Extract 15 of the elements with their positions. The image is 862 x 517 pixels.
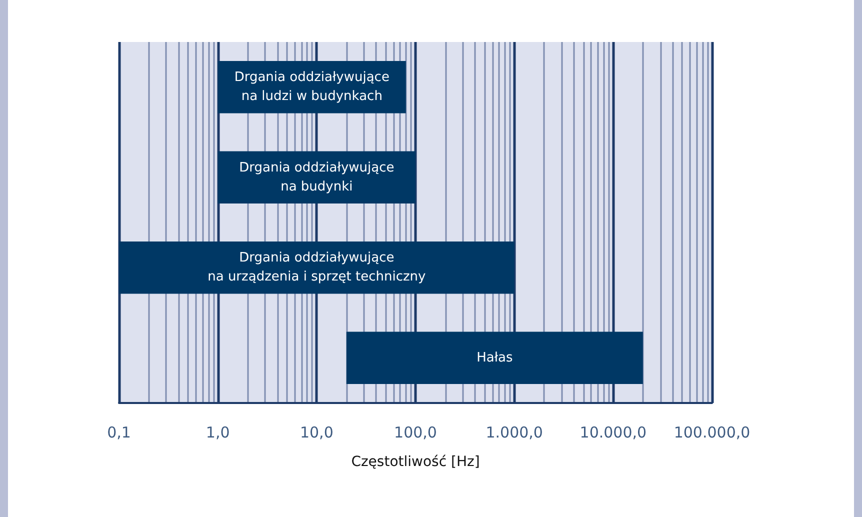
x-tick-label: 100,0	[394, 424, 437, 442]
bar	[346, 332, 643, 384]
y-tick-label: Hałas	[476, 350, 513, 366]
x-tick-label: 10,0	[300, 424, 334, 442]
y-tick-label: Drgania oddziaływujące na urządzenia i sprzęt techniczny	[208, 250, 426, 285]
y-tick-label: Drgania oddziaływujące na ludzi w budynkach	[234, 70, 390, 104]
y-tick-label: Drgania oddziaływujące na budynki	[239, 160, 394, 194]
x-tick-label: 1,0	[206, 424, 230, 442]
bar	[218, 151, 416, 204]
x-tick-label: 0,1	[107, 424, 131, 442]
x-tick-label: 10.000,0	[580, 424, 647, 442]
x-tick-label: 1.000,0	[486, 424, 543, 442]
x-tick-label: 100.000,0	[674, 424, 750, 442]
x-axis-title: Częstotliwość [Hz]	[351, 454, 480, 470]
bar	[119, 241, 514, 294]
